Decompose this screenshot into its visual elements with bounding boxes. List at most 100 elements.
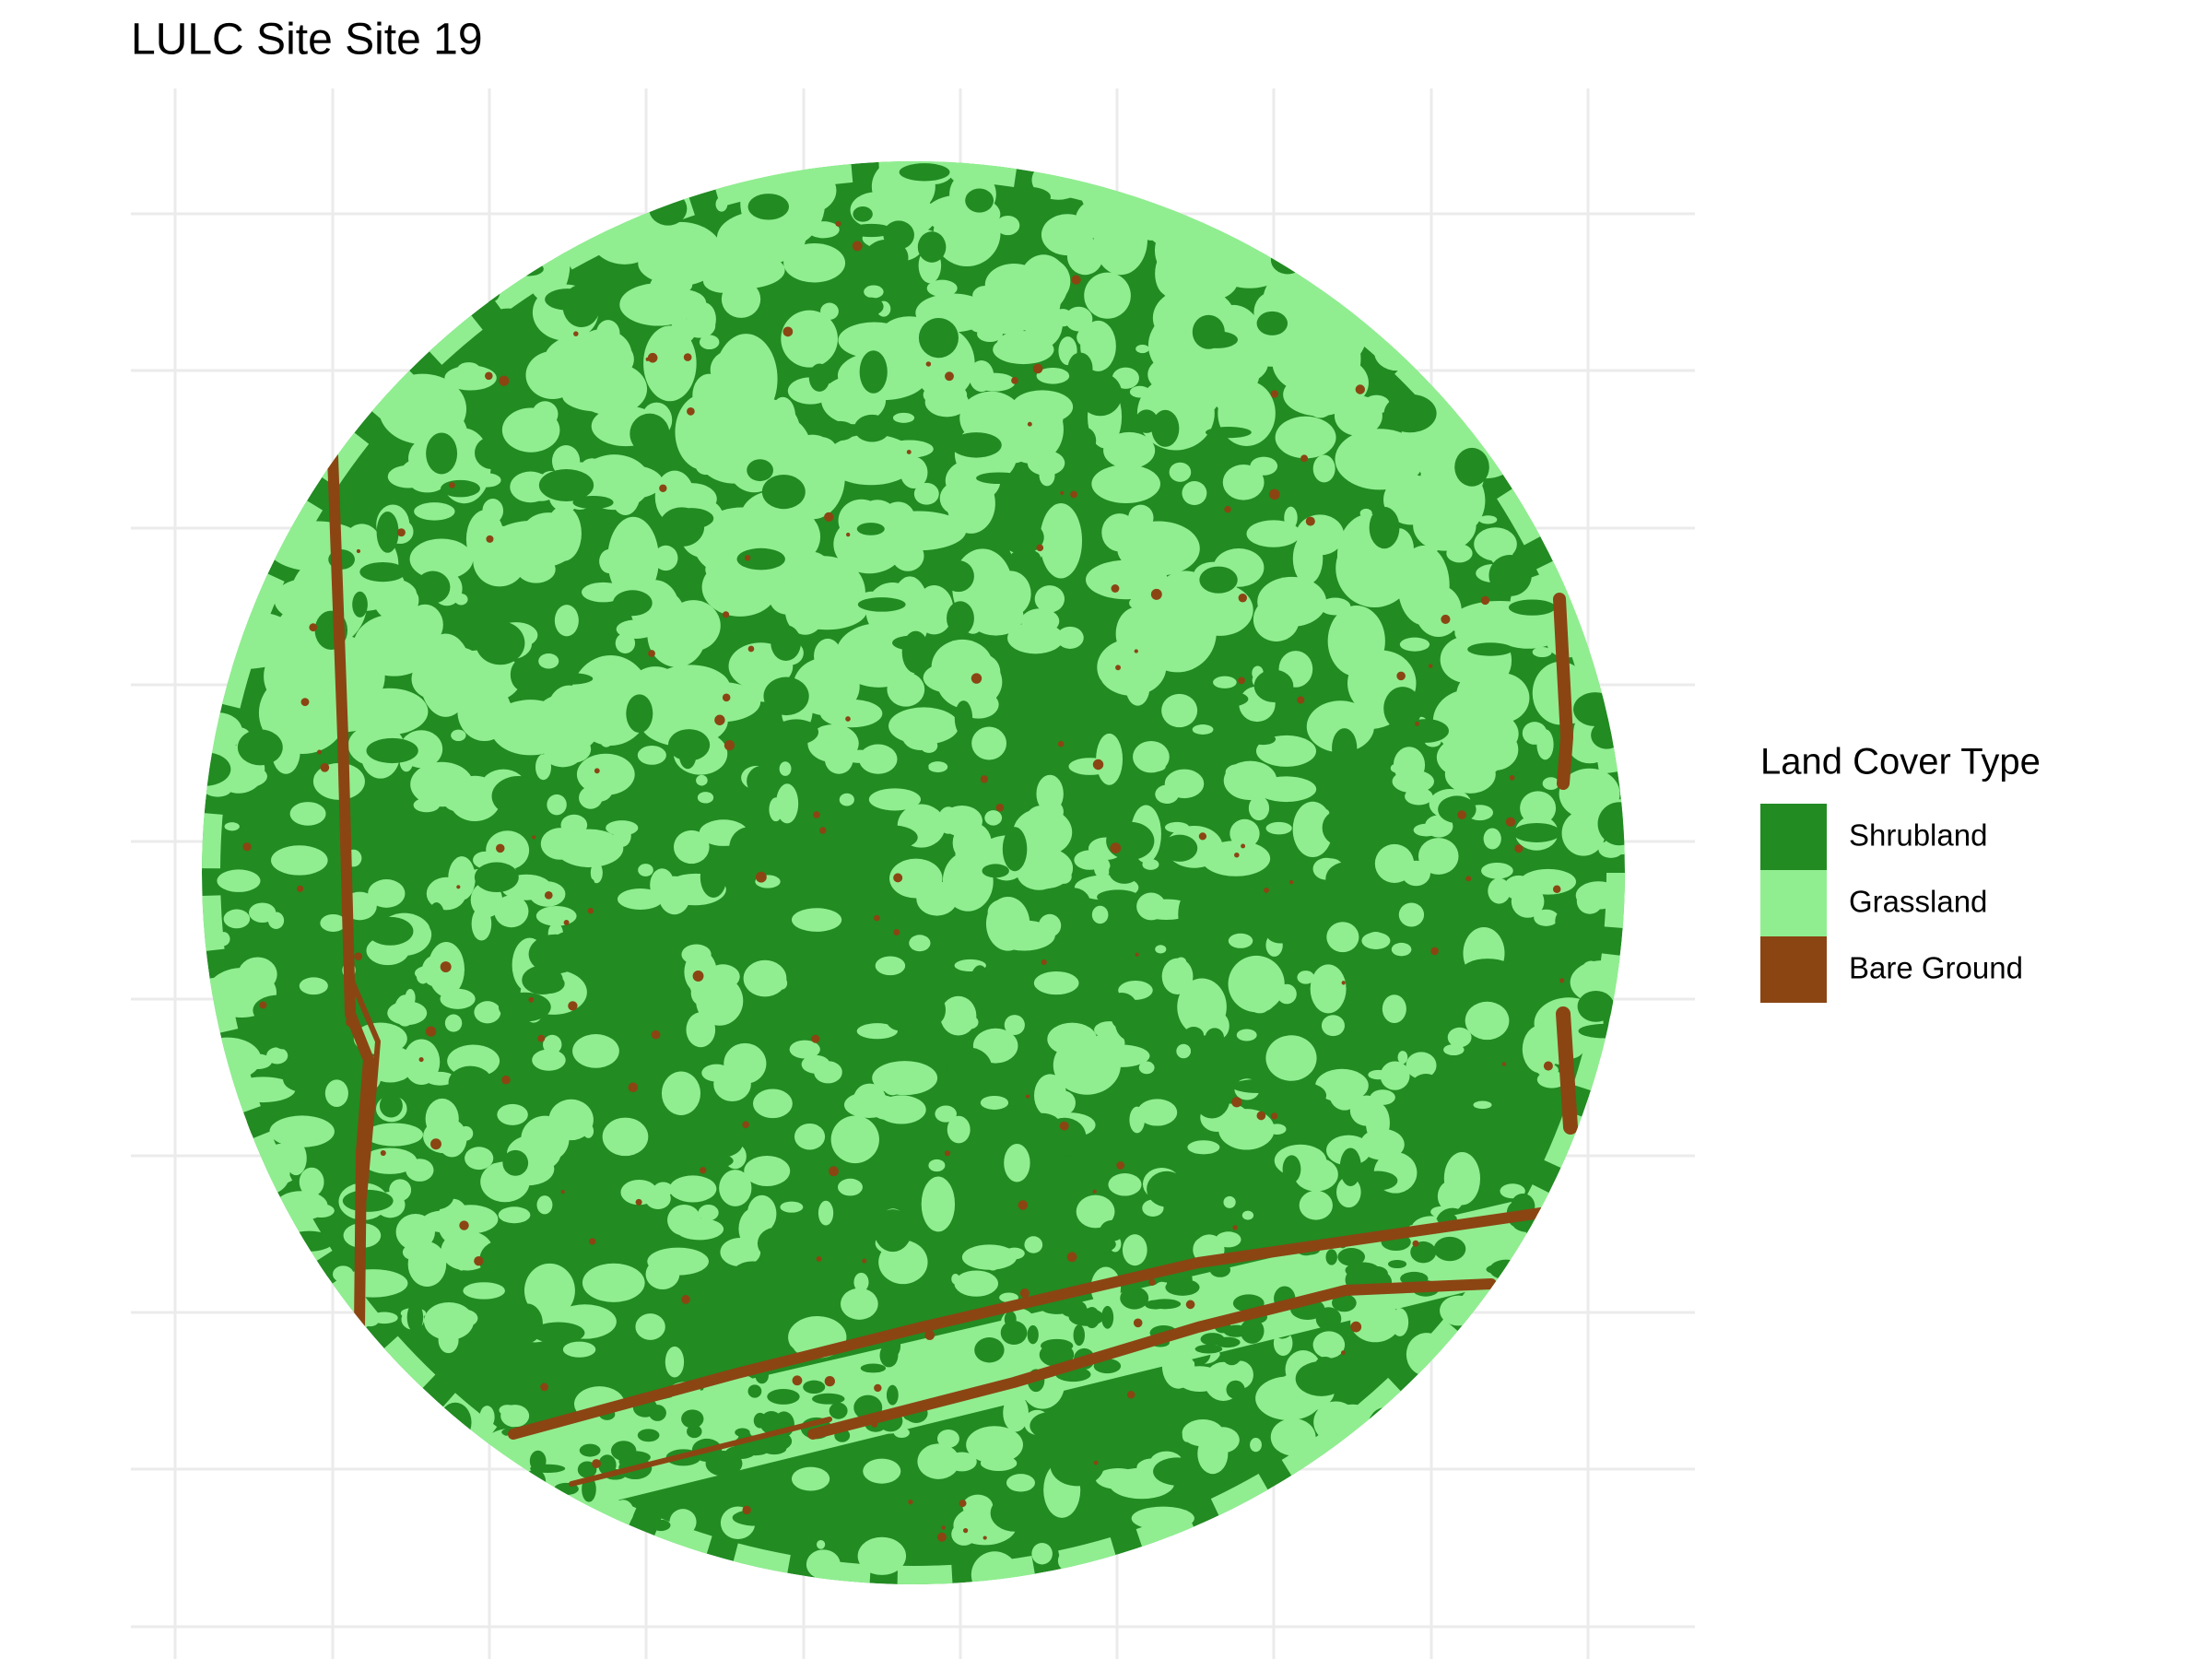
grassland-patch xyxy=(1047,1022,1098,1056)
shrubland-patch xyxy=(509,329,540,341)
grassland-patch xyxy=(1370,1089,1395,1105)
grassland-patch xyxy=(1248,795,1270,821)
grassland-patch xyxy=(1006,1474,1035,1492)
grassland-patch xyxy=(1250,1437,1262,1453)
grassland-patch xyxy=(1176,1043,1192,1059)
grassland-patch xyxy=(1406,1333,1447,1376)
bare-ground-patch xyxy=(1396,1283,1402,1289)
shrubland-patch xyxy=(632,1001,677,1041)
grassland-patch xyxy=(928,1159,946,1172)
bare-ground-patch xyxy=(594,768,600,774)
shrubland-patch xyxy=(1367,1406,1405,1452)
grassland-patch xyxy=(665,296,689,311)
grassland-patch xyxy=(411,658,457,700)
grassland-patch xyxy=(939,481,977,515)
grassland-patch xyxy=(669,1509,697,1535)
shrubland-patch xyxy=(1250,733,1277,746)
grassland-patch xyxy=(842,749,877,763)
grassland-patch xyxy=(266,1047,288,1065)
grassland-patch xyxy=(864,285,884,299)
grassland-patch xyxy=(1576,888,1604,914)
grassland-patch xyxy=(1066,237,1103,276)
shrubland-patch xyxy=(1438,795,1477,824)
grassland-patch xyxy=(1428,531,1441,552)
grassland-patch xyxy=(465,1147,494,1171)
grassland-patch xyxy=(1182,1419,1224,1447)
grassland-patch xyxy=(1365,931,1386,947)
grassland-patch xyxy=(457,682,512,742)
shrubland-patch xyxy=(829,1402,848,1419)
shrubland-patch xyxy=(1543,1468,1590,1492)
bare-ground-patch xyxy=(924,1330,935,1340)
grassland-patch xyxy=(243,1053,273,1070)
grassland-patch xyxy=(1034,585,1065,613)
bare-ground-patch xyxy=(1071,275,1081,285)
grassland-patch xyxy=(701,558,779,617)
bare-ground-patch xyxy=(862,1258,867,1264)
bare-ground-patch xyxy=(544,890,553,900)
shrubland-patch xyxy=(1434,1475,1477,1520)
bare-ground-patch xyxy=(563,920,570,925)
shrubland-patch xyxy=(208,242,241,276)
grassland-patch xyxy=(853,1272,869,1292)
grassland-patch xyxy=(516,555,556,583)
bare-ground-patch xyxy=(941,1525,946,1530)
shrubland-patch xyxy=(1009,1272,1037,1292)
bare-ground-patch xyxy=(1428,664,1433,668)
grassland-patch xyxy=(307,1204,335,1218)
shrubland-patch xyxy=(1240,1318,1265,1344)
grassland-patch xyxy=(1392,770,1434,794)
bare-ground-track xyxy=(807,1278,1497,1440)
shrubland-patch xyxy=(856,523,885,535)
bare-ground-patch xyxy=(1070,490,1078,499)
shrubland-patch xyxy=(237,729,283,766)
bare-ground-patch xyxy=(1134,649,1138,653)
shrubland-patch xyxy=(352,591,368,618)
grassland-patch xyxy=(744,1552,756,1563)
grassland-patch xyxy=(1228,955,1285,1013)
bare-ground-patch xyxy=(1238,677,1245,685)
grassland-patch xyxy=(947,1452,977,1472)
grassland-patch xyxy=(482,499,504,524)
grassland-patch xyxy=(971,1551,1018,1584)
grassland-patch xyxy=(1131,1506,1194,1531)
grassland-patch xyxy=(661,1071,701,1115)
grassland-patch xyxy=(224,822,240,831)
grassland-patch xyxy=(1033,971,1079,995)
grassland-patch xyxy=(977,325,1004,342)
shrubland-patch xyxy=(475,436,510,470)
shrubland-patch xyxy=(1383,687,1422,731)
grassland-patch xyxy=(734,398,801,465)
shrubland-patch xyxy=(268,1018,299,1050)
shrubland-patch xyxy=(475,1030,519,1042)
grassland-patch xyxy=(1359,508,1372,518)
shrubland-patch xyxy=(1030,1411,1074,1441)
grassland-patch xyxy=(1187,1140,1220,1155)
grassland-patch xyxy=(410,761,474,807)
grassland-patch xyxy=(1382,994,1406,1024)
grassland-patch xyxy=(1222,464,1265,500)
bare-ground-patch xyxy=(1092,759,1104,771)
bare-ground-patch xyxy=(1133,1318,1143,1328)
shrubland-patch xyxy=(631,778,648,807)
shrubland-patch xyxy=(276,1397,310,1417)
grassland-patch xyxy=(1182,480,1207,506)
shrubland-patch xyxy=(885,1005,917,1031)
bare-ground-patch xyxy=(474,1256,484,1266)
grassland-patch xyxy=(1326,922,1359,953)
grassland-patch xyxy=(719,1170,752,1206)
bare-ground-patch xyxy=(589,1238,596,1245)
shrubland-patch xyxy=(502,1149,529,1176)
grassland-patch xyxy=(917,1443,960,1479)
bare-ground-patch xyxy=(1505,817,1516,828)
shrubland-patch xyxy=(1376,1422,1395,1460)
bare-ground-patch xyxy=(1457,810,1467,820)
shrubland-patch xyxy=(763,677,809,716)
grassland-patch xyxy=(1443,1044,1465,1056)
shrubland-patch xyxy=(687,1425,702,1439)
shrubland-patch xyxy=(1295,1360,1347,1396)
bare-ground-patch xyxy=(1552,885,1561,893)
bare-ground-patch xyxy=(792,1375,803,1386)
grassland-patch xyxy=(423,1301,475,1341)
grassland-patch xyxy=(1380,344,1403,369)
